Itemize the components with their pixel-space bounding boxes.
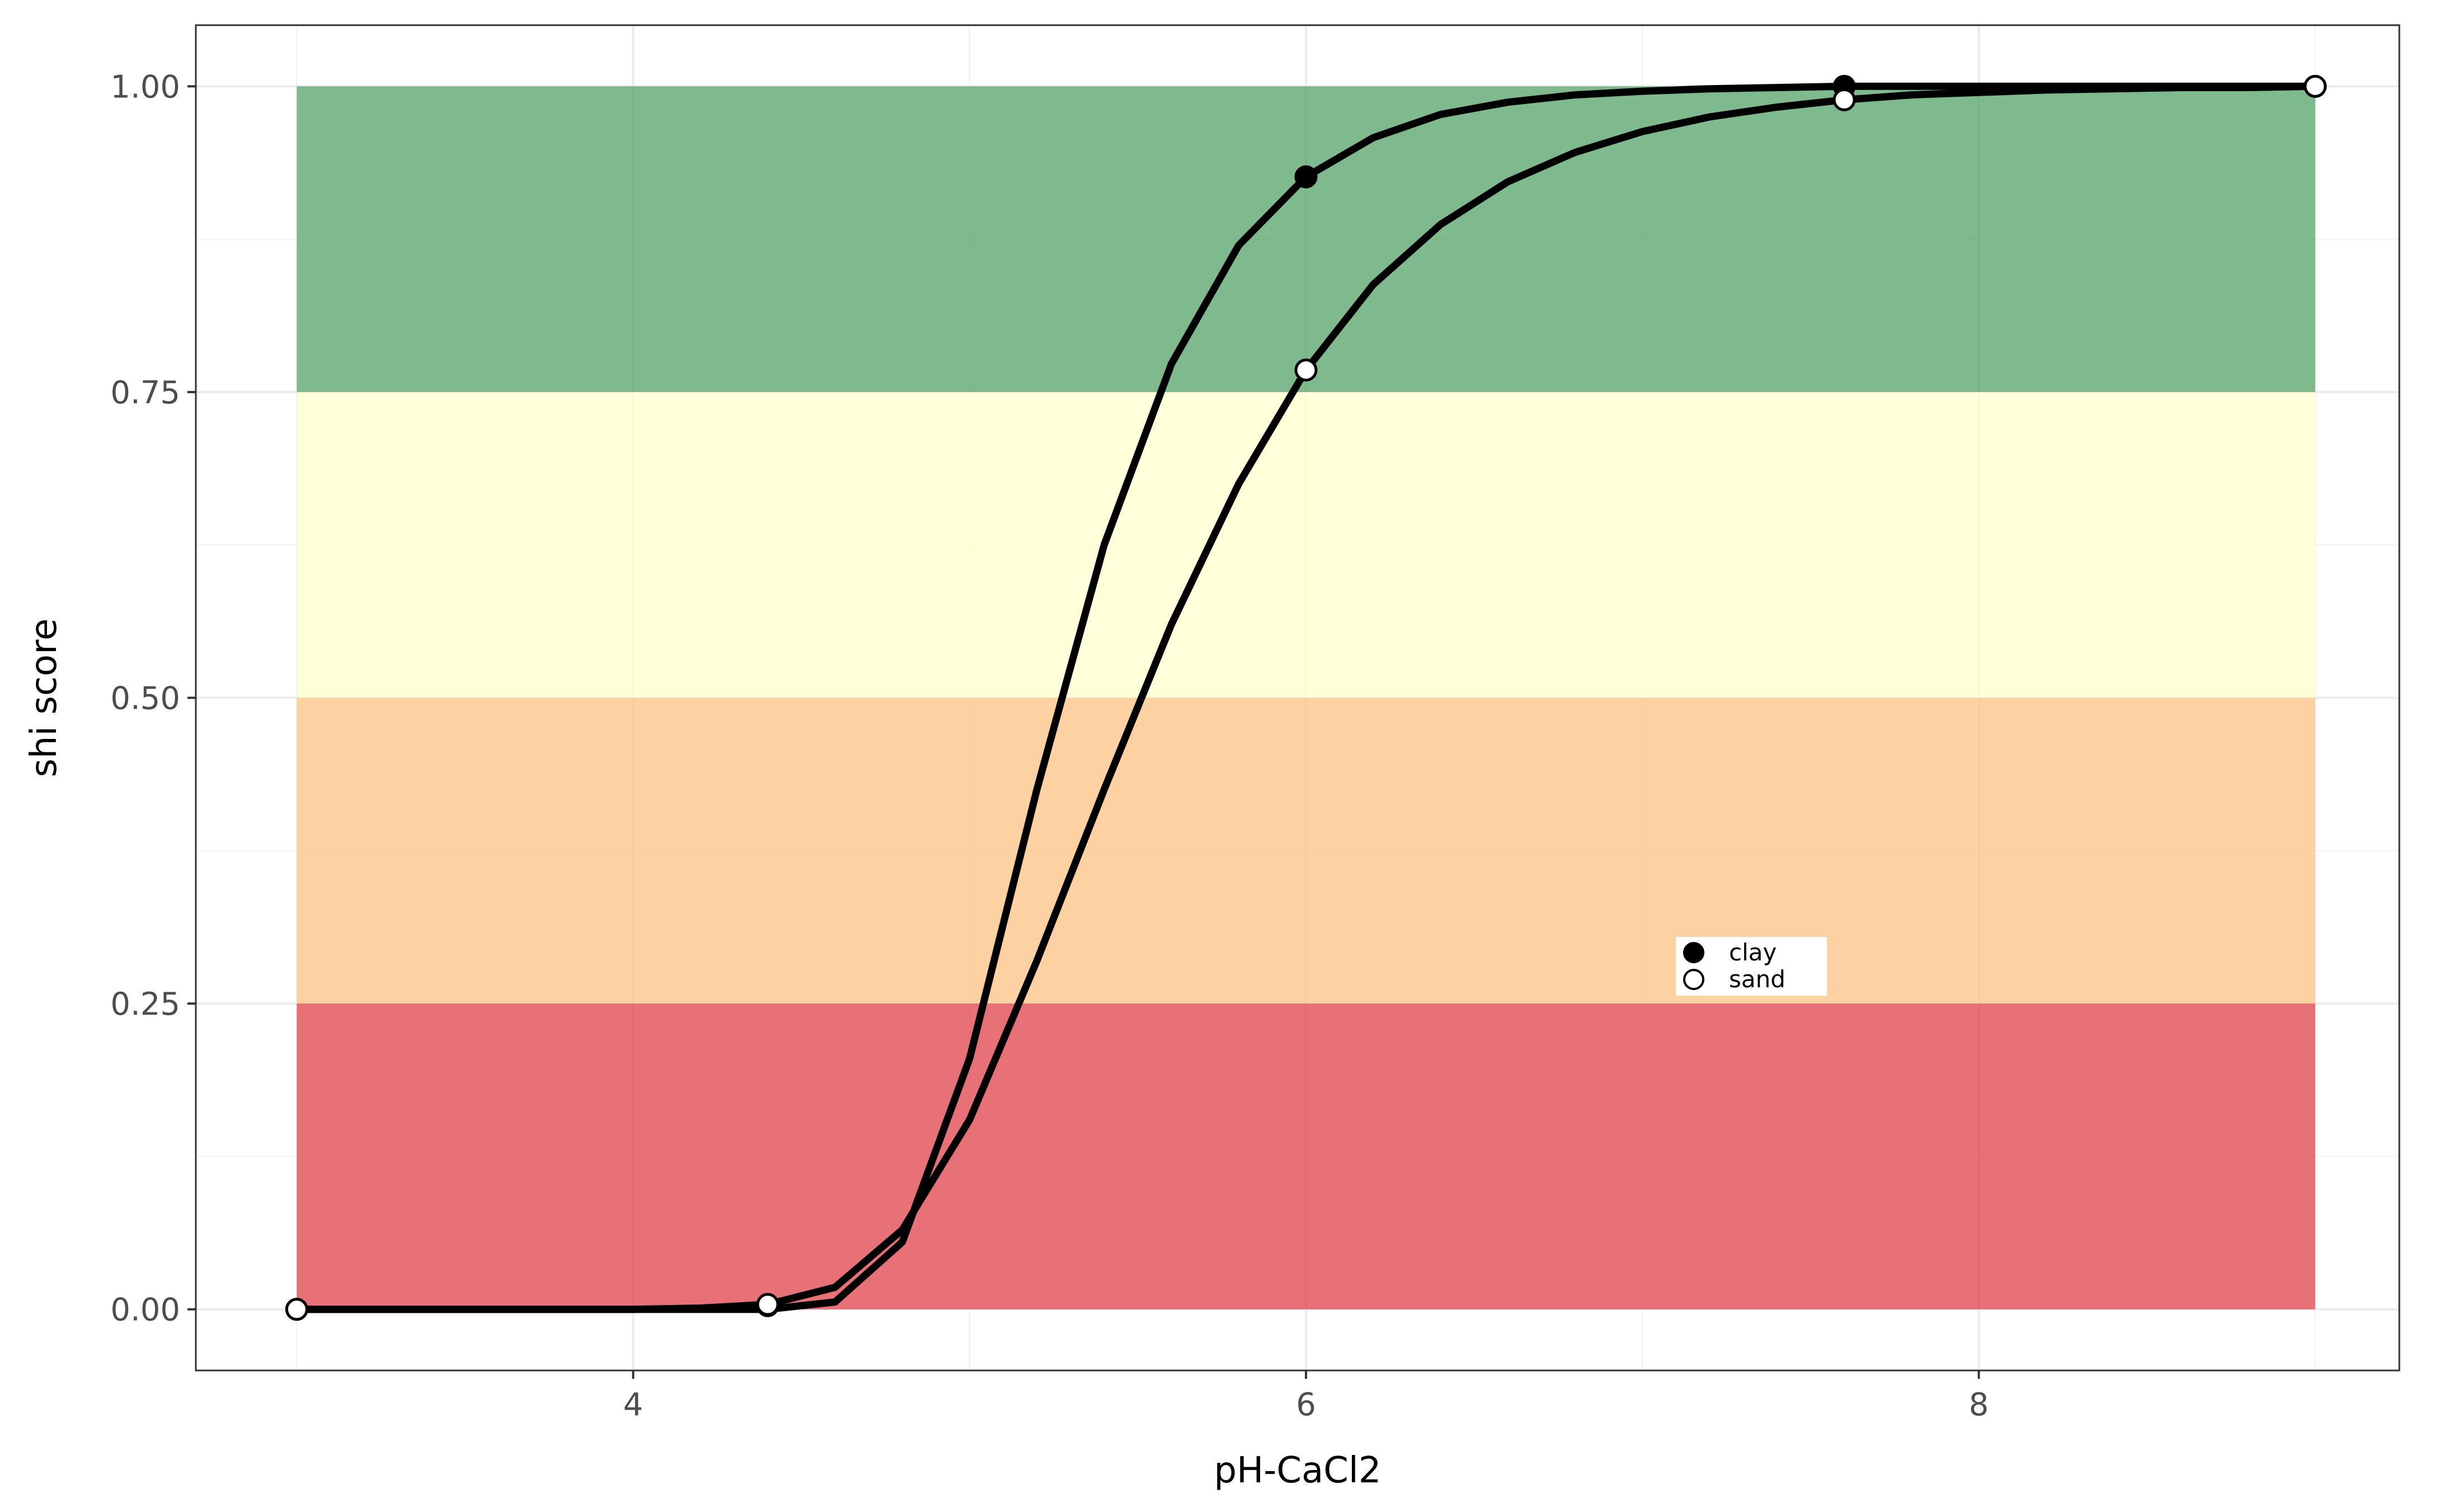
legend-label-clay: clay — [1729, 939, 1777, 966]
data-point-sand — [756, 1293, 779, 1316]
series-points — [285, 74, 2327, 1321]
data-point-sand — [285, 1298, 308, 1321]
y-tick-label: 0.25 — [110, 986, 180, 1023]
y-tick-label: 0.75 — [110, 375, 180, 411]
axis-ticks — [187, 85, 1980, 1379]
legend-key-sand — [1683, 969, 1704, 990]
score-band — [297, 86, 2315, 392]
x-tick-label: 6 — [1296, 1387, 1316, 1423]
data-point-sand — [2304, 74, 2327, 98]
y-tick-label: 0.50 — [110, 681, 180, 717]
y-tick-labels: 0.00 0.25 0.50 0.75 1.00 — [110, 69, 180, 1328]
data-point-sand — [1833, 88, 1856, 111]
score-band — [297, 1004, 2315, 1310]
x-tick-label: 8 — [1969, 1387, 1989, 1423]
data-point-sand — [1294, 359, 1318, 382]
x-axis-title: pH-CaCl2 — [1214, 1450, 1382, 1491]
y-axis-title: shi score — [24, 619, 65, 778]
score-band — [297, 698, 2315, 1004]
x-tick-labels: 4 6 8 — [623, 1387, 1989, 1423]
score-bands — [297, 86, 2315, 1310]
legend-label-sand: sand — [1729, 965, 1786, 993]
score-band — [297, 392, 2315, 698]
x-tick-label: 4 — [623, 1387, 643, 1423]
data-point-clay — [1294, 165, 1318, 189]
legend-key-clay — [1683, 942, 1704, 963]
y-tick-label: 0.00 — [110, 1292, 180, 1329]
y-tick-label: 1.00 — [110, 69, 180, 105]
